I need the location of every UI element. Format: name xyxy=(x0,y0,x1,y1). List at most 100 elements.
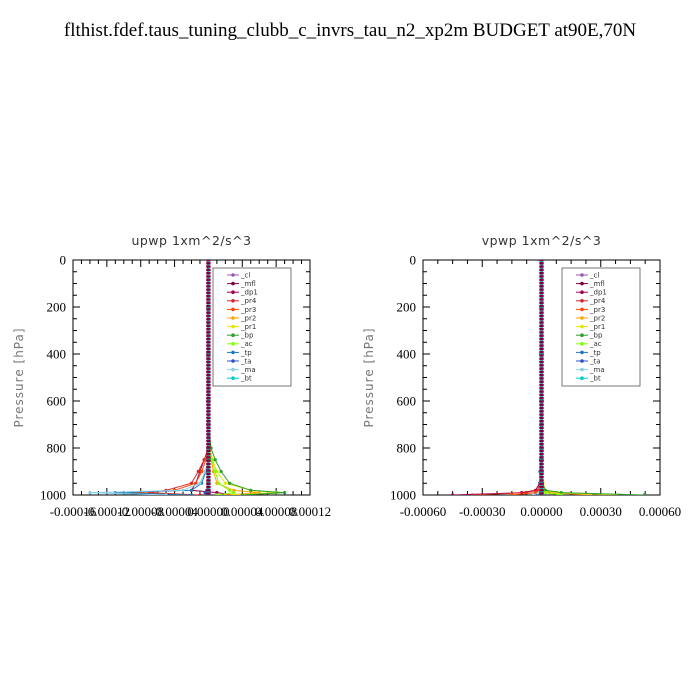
data-point xyxy=(539,308,544,311)
data-point xyxy=(213,458,217,462)
data-point xyxy=(206,331,211,334)
data-point xyxy=(196,469,200,474)
data-point xyxy=(206,449,211,453)
data-point xyxy=(539,294,544,298)
data-point xyxy=(539,475,544,479)
data-point xyxy=(189,493,194,495)
data-point xyxy=(539,446,544,449)
data-point xyxy=(539,400,544,403)
data-point xyxy=(539,360,544,364)
legend-entry: _pr1 xyxy=(240,323,256,331)
data-point xyxy=(206,298,211,301)
legend-entry: _cl xyxy=(589,271,599,279)
y-tick-label: 400 xyxy=(47,347,67,362)
data-point xyxy=(206,260,211,262)
data-point xyxy=(539,268,544,272)
data-point xyxy=(539,403,544,406)
data-point xyxy=(206,410,211,413)
legend-entry: _cl xyxy=(240,271,250,279)
legend-marker xyxy=(580,316,584,320)
y-tick-label: 400 xyxy=(397,347,417,362)
data-point xyxy=(206,452,211,456)
legend-entry: _pr2 xyxy=(240,314,256,322)
series-line xyxy=(541,260,562,495)
x-tick-label: -0.00060 xyxy=(400,504,447,519)
legend-marker xyxy=(580,376,584,381)
data-point xyxy=(539,271,544,275)
data-point xyxy=(206,291,211,295)
data-point xyxy=(539,373,544,377)
y-tick-label: 200 xyxy=(397,300,417,315)
legend-entry: _mfl xyxy=(589,280,605,288)
x-tick-label: 0.00012 xyxy=(289,504,331,519)
data-point xyxy=(559,491,563,495)
legend-entry: _pr3 xyxy=(589,306,605,314)
data-point xyxy=(539,314,544,318)
data-point xyxy=(227,481,232,485)
data-point xyxy=(194,481,198,485)
x-tick-label: 0.00000 xyxy=(520,504,562,519)
x-tick-label: -0.00016 xyxy=(50,504,97,519)
data-point xyxy=(206,294,211,298)
data-point xyxy=(539,459,544,462)
legend-entry: _ta xyxy=(240,357,252,365)
data-point xyxy=(642,493,646,495)
data-point xyxy=(206,288,211,291)
data-point xyxy=(206,301,211,304)
data-point xyxy=(543,491,548,495)
data-point xyxy=(206,334,211,337)
data-point xyxy=(539,347,544,351)
series-line xyxy=(149,260,209,495)
data-point xyxy=(539,416,544,420)
data-point xyxy=(206,459,211,462)
legend-entry: _tp xyxy=(589,349,601,357)
legend-marker xyxy=(580,333,584,338)
data-point xyxy=(206,469,211,472)
legend-entry: _bp xyxy=(240,332,254,340)
data-point xyxy=(539,423,544,426)
data-point xyxy=(206,489,211,492)
data-point xyxy=(539,288,544,291)
data-point xyxy=(223,481,227,485)
data-point xyxy=(181,488,185,492)
data-point xyxy=(539,383,544,387)
data-point xyxy=(206,413,211,416)
data-point xyxy=(539,443,544,446)
data-point xyxy=(539,452,544,456)
data-point xyxy=(206,318,211,321)
data-point xyxy=(206,456,211,459)
data-point xyxy=(206,426,211,429)
data-point xyxy=(206,439,211,443)
data-point xyxy=(206,373,211,377)
data-point xyxy=(206,278,211,281)
y-tick-label: 800 xyxy=(397,441,417,456)
y-tick-label: 0 xyxy=(410,253,417,268)
data-point xyxy=(539,489,544,492)
data-point xyxy=(539,429,544,433)
legend-marker xyxy=(231,350,235,355)
data-point xyxy=(206,443,211,446)
data-point xyxy=(206,357,211,360)
data-point xyxy=(539,420,544,423)
data-point xyxy=(539,479,544,482)
data-point xyxy=(206,420,211,423)
data-point xyxy=(539,354,544,357)
data-point xyxy=(219,469,223,474)
x-tick-label: -0.00012 xyxy=(84,504,131,519)
data-point xyxy=(240,493,244,495)
legend-entry: _pr2 xyxy=(589,314,605,322)
x-tick-label: -0.00008 xyxy=(117,504,164,519)
data-point xyxy=(510,493,514,495)
y-axis-label: Pressure [hPa] xyxy=(12,327,26,427)
data-point xyxy=(206,475,211,479)
legend-box xyxy=(212,267,292,387)
data-point xyxy=(539,260,544,262)
legend-marker xyxy=(231,342,235,346)
data-point xyxy=(539,327,544,331)
data-point xyxy=(206,393,211,397)
legend-entry: _pr4 xyxy=(240,297,257,305)
data-point xyxy=(213,469,217,474)
legend-marker xyxy=(580,290,584,295)
legend-entry: _pr3 xyxy=(240,306,256,314)
